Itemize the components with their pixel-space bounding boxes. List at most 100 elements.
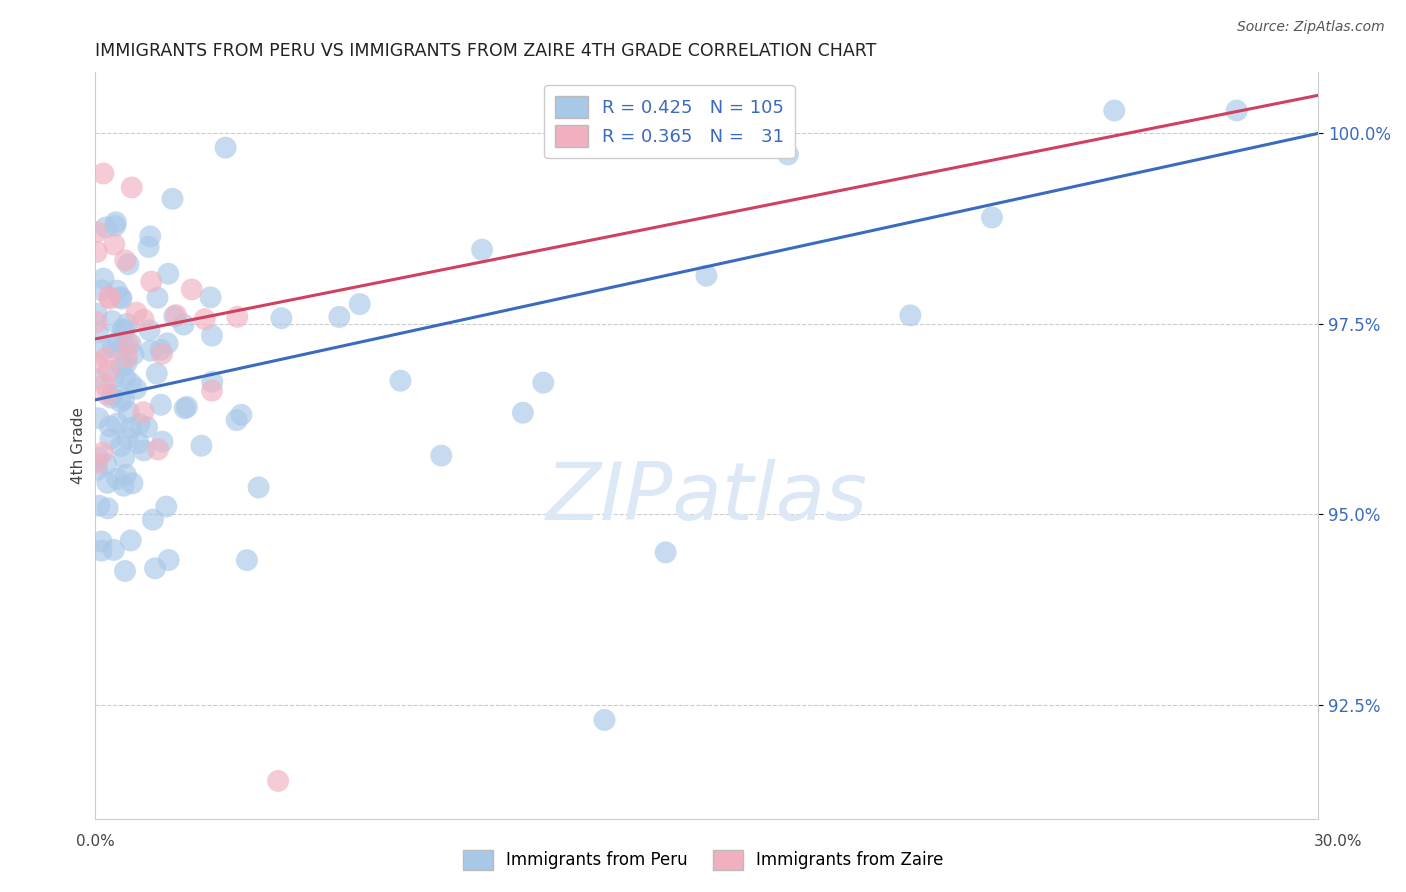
Point (1226, 103, 1249, 118)
Point (200, 290, 222, 304)
Point (120, 533, 142, 548)
Point (138, 240, 160, 254)
Point (512, 406, 534, 420)
Point (90, 534, 112, 549)
Point (93, 271, 115, 285)
Point (112, 450, 135, 465)
Point (236, 553, 259, 567)
Point (86, 457, 108, 471)
Point (139, 229, 162, 244)
Point (128, 436, 150, 450)
Point (105, 472, 128, 486)
Point (96, 388, 118, 402)
Point (87, 450, 110, 465)
Point (86, 225, 108, 239)
Point (98, 290, 121, 304)
Point (111, 322, 134, 336)
Point (190, 439, 212, 453)
Point (87, 411, 110, 425)
Point (201, 328, 224, 343)
Point (94, 351, 117, 365)
Point (114, 339, 136, 353)
Point (114, 370, 136, 384)
Point (141, 275, 163, 289)
Point (226, 310, 249, 324)
Point (146, 442, 169, 457)
Point (107, 334, 129, 348)
Point (97, 501, 120, 516)
Point (695, 268, 717, 283)
Legend: Immigrants from Peru, Immigrants from Zaire: Immigrants from Peru, Immigrants from Za… (456, 843, 950, 877)
Point (173, 401, 195, 416)
Point (94, 220, 117, 235)
Point (115, 350, 138, 364)
Point (142, 513, 165, 527)
Point (90, 283, 112, 297)
Point (471, 243, 494, 257)
Point (150, 347, 173, 361)
Text: 0.0%: 0.0% (76, 834, 115, 848)
Point (98, 419, 121, 434)
Point (112, 392, 135, 406)
Point (125, 382, 148, 396)
Text: 30.0%: 30.0% (1315, 834, 1362, 848)
Point (101, 314, 124, 328)
Point (86, 315, 108, 329)
Point (125, 305, 148, 319)
Point (981, 211, 1004, 225)
Point (115, 317, 138, 331)
Point (96, 457, 118, 471)
Text: Source: ZipAtlas.com: Source: ZipAtlas.com (1237, 20, 1385, 34)
Text: ZIPatlas: ZIPatlas (546, 459, 868, 537)
Point (128, 417, 150, 431)
Text: IMMIGRANTS FROM PERU VS IMMIGRANTS FROM ZAIRE 4TH GRADE CORRELATION CHART: IMMIGRANTS FROM PERU VS IMMIGRANTS FROM … (94, 42, 876, 60)
Point (898, 309, 921, 323)
Point (176, 400, 198, 414)
Point (117, 431, 139, 445)
Point (117, 405, 139, 419)
Point (328, 310, 350, 324)
Point (157, 553, 180, 567)
Point (225, 413, 247, 427)
Point (104, 219, 127, 233)
Point (90, 543, 112, 558)
Point (132, 405, 155, 419)
Point (139, 343, 162, 358)
Point (430, 449, 453, 463)
Point (103, 543, 125, 558)
Point (194, 312, 217, 326)
Point (157, 267, 180, 281)
Point (110, 439, 132, 453)
Point (86, 372, 108, 386)
Point (173, 318, 195, 332)
Point (89, 499, 111, 513)
Point (87, 326, 110, 340)
Point (100, 391, 122, 405)
Point (132, 443, 155, 458)
Point (86, 463, 108, 477)
Point (120, 376, 142, 391)
Point (201, 384, 224, 398)
Point (149, 343, 172, 357)
Point (115, 356, 138, 370)
Point (146, 291, 169, 305)
Point (117, 257, 139, 271)
Point (101, 387, 124, 401)
Point (97, 364, 120, 378)
Point (122, 347, 145, 361)
Point (776, 147, 799, 161)
Point (389, 374, 412, 388)
Point (105, 417, 128, 431)
Point (101, 340, 124, 354)
Point (93, 343, 115, 357)
Point (111, 359, 134, 373)
Point (86, 356, 108, 370)
Point (120, 337, 142, 351)
Point (93, 166, 115, 180)
Point (654, 545, 676, 559)
Point (138, 323, 160, 337)
Point (110, 290, 132, 304)
Point (531, 376, 554, 390)
Point (1104, 103, 1126, 118)
Point (145, 367, 167, 381)
